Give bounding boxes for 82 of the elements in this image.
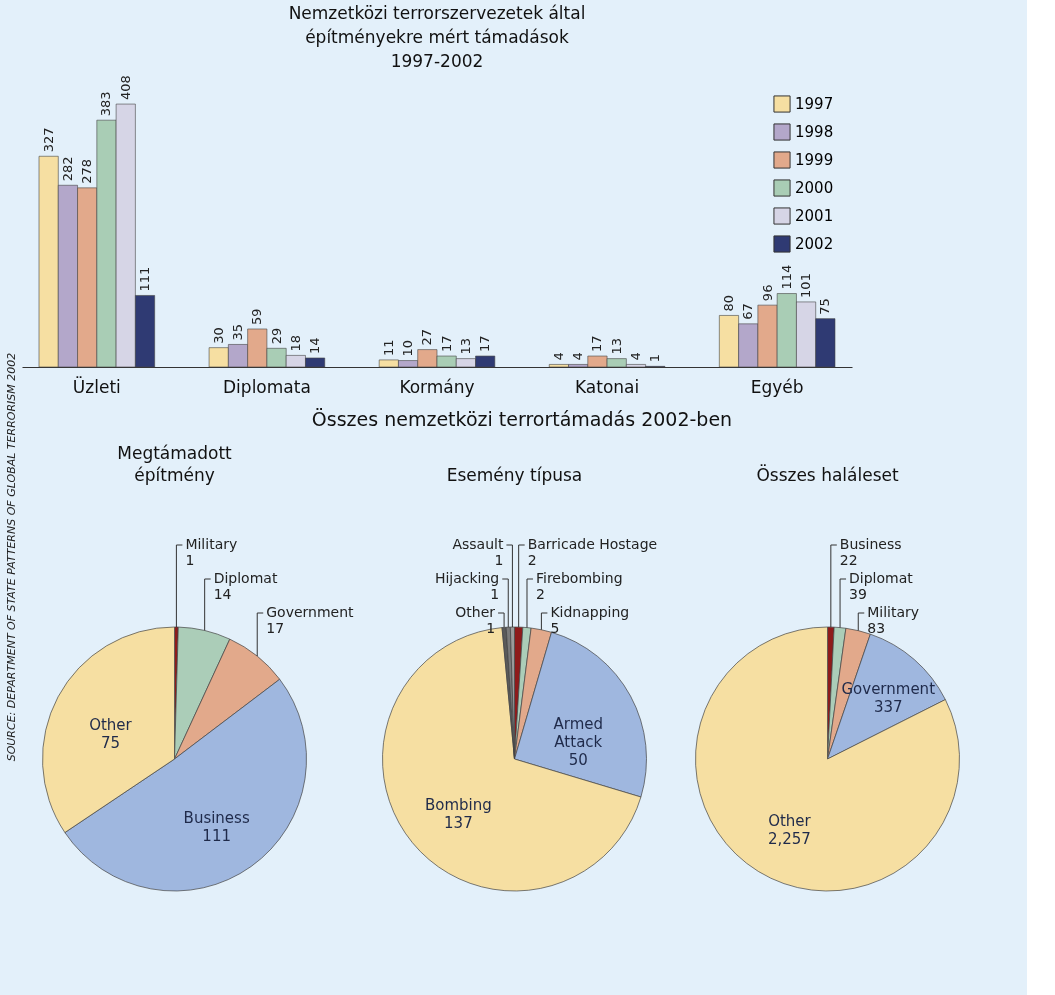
data-label: 1	[486, 620, 496, 636]
data-label: 111	[137, 266, 153, 292]
data-label: 67	[740, 303, 756, 320]
legend-label: 2000	[795, 179, 834, 197]
data-label: 4	[570, 352, 586, 361]
chart-title: Összes haláleset	[756, 464, 899, 485]
slice-label: Other	[455, 604, 496, 620]
data-label: 1	[494, 552, 504, 568]
x-tick-label: Egyéb	[750, 376, 804, 397]
data-label: 13	[608, 338, 624, 355]
data-label: 282	[59, 156, 75, 182]
data-label: 5	[550, 620, 560, 636]
data-label: 1	[647, 354, 663, 363]
chart-title: Esemény típusa	[446, 465, 583, 485]
slice-label: Other	[89, 715, 133, 734]
slice-label: Diplomat	[849, 570, 914, 586]
legend-label: 1998	[795, 123, 834, 141]
data-label: 75	[100, 733, 120, 752]
data-label: 327	[40, 127, 56, 153]
data-label: 75	[817, 298, 833, 315]
data-label: 14	[307, 337, 323, 354]
data-label: 13	[457, 338, 473, 355]
slice-label: Business	[183, 809, 250, 828]
data-label: 4	[550, 352, 566, 361]
data-label: 10	[400, 340, 416, 357]
data-label: 2,257	[767, 829, 811, 848]
slice-label: Diplomat	[213, 570, 278, 586]
x-tick-label: Diplomata	[223, 376, 311, 397]
x-tick-label: Katonai	[574, 376, 640, 397]
data-label: 17	[477, 335, 493, 353]
data-label: 2	[527, 552, 537, 568]
data-label: 27	[419, 329, 435, 346]
data-label: 114	[778, 264, 794, 290]
chart-title: Megtámadott építmény	[117, 443, 233, 485]
data-label: 29	[268, 327, 284, 345]
data-label: 383	[98, 91, 114, 117]
slice-label: Armed Attack	[553, 715, 604, 752]
data-label: 408	[117, 75, 133, 101]
slice-label: Assault	[452, 536, 504, 552]
data-label: 80	[720, 294, 736, 312]
x-tick-label: Üzleti	[72, 375, 121, 397]
chart-title: Nemzetközi terrorszervezetek által építményekre mért támadások 1997-2002	[288, 3, 586, 72]
data-label: 30	[210, 327, 226, 344]
data-label: 96	[759, 284, 775, 302]
slice-label: Other	[768, 811, 812, 830]
slice-label: Military	[867, 604, 920, 620]
data-label: 1	[185, 552, 195, 568]
slice-label: Business	[839, 536, 902, 552]
data-label: 4	[628, 352, 643, 361]
data-label: 83	[867, 620, 886, 636]
x-tick-label: Kormány	[399, 376, 475, 397]
data-label: 39	[849, 586, 867, 602]
data-label: 22	[839, 552, 858, 568]
data-label: 35	[230, 323, 245, 341]
slice-label: Government	[266, 604, 355, 620]
slice-label: Hijacking	[434, 570, 500, 586]
legend-label: 2002	[795, 235, 834, 253]
data-label: 18	[287, 334, 303, 352]
data-label: 101	[798, 273, 814, 298]
data-label: 137	[444, 814, 473, 833]
data-label: 17	[266, 620, 285, 636]
slice-label: Kidnapping	[550, 604, 630, 620]
data-label: 17	[438, 335, 454, 353]
slice-label: Firebombing	[535, 570, 623, 586]
data-label: 11	[380, 339, 396, 356]
slice-label: Barricade Hostage	[527, 536, 658, 552]
data-label: 111	[202, 827, 231, 846]
slice-label: Military	[185, 536, 238, 552]
legend-label: 2001	[795, 207, 834, 225]
source-note: SOURCE: DEPARTMENT OF STATE PATTERNS OF GLOBAL TERRORISM 2002	[5, 352, 18, 762]
data-label: 14	[213, 586, 232, 602]
data-label: 1	[490, 586, 500, 602]
data-label: 2	[535, 586, 545, 602]
data-label: 278	[79, 159, 95, 184]
text: Összes nemzetközi terrortámadás 2002-ben	[311, 408, 733, 430]
data-label: 50	[568, 751, 588, 770]
data-label: 59	[249, 308, 265, 325]
data-label: 17	[589, 335, 605, 353]
legend-label: 1999	[795, 151, 834, 169]
data-label: 337	[873, 698, 903, 717]
legend-label: 1997	[795, 95, 834, 113]
slice-label: Bombing	[424, 796, 492, 815]
